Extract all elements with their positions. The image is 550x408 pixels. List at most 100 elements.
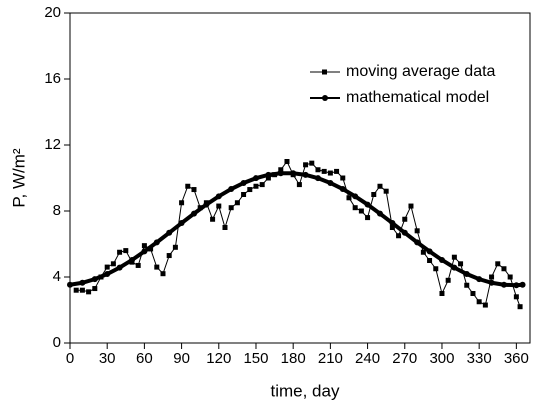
data-point: [314, 175, 321, 182]
x-tick-label: 360: [504, 350, 529, 367]
data-point: [513, 282, 520, 289]
data-point: [185, 183, 191, 189]
data-point: [215, 193, 222, 200]
data-point: [414, 228, 420, 234]
data-point: [179, 200, 185, 206]
data-point: [117, 249, 123, 255]
data-point: [476, 276, 483, 283]
data-point: [396, 233, 402, 239]
data-point: [327, 179, 334, 186]
data-point: [334, 168, 340, 174]
x-tick-label: 60: [136, 350, 153, 367]
data-point: [290, 170, 297, 177]
y-tick-label: 16: [44, 70, 61, 87]
x-tick-label: 240: [355, 350, 380, 367]
legend-label: mathematical model: [346, 89, 489, 106]
data-point: [389, 220, 396, 227]
data-point: [519, 281, 526, 288]
data-point: [277, 170, 284, 177]
data-point: [352, 193, 359, 200]
data-point: [265, 175, 271, 181]
x-tick-label: 330: [467, 350, 492, 367]
data-point: [210, 216, 216, 222]
data-point: [203, 201, 210, 208]
data-point: [495, 261, 501, 267]
data-point: [241, 192, 247, 197]
legend-label: moving average data: [346, 63, 496, 80]
data-point: [346, 195, 352, 201]
x-tick-label: 300: [429, 350, 454, 367]
data-point: [284, 159, 290, 164]
data-point: [352, 205, 358, 211]
x-tick-label: 180: [281, 350, 306, 367]
data-point: [365, 215, 371, 221]
data-point: [408, 203, 414, 209]
data-point: [315, 167, 321, 173]
y-tick-label: 0: [53, 334, 61, 351]
data-point: [371, 192, 377, 197]
plot-frame: [69, 12, 531, 344]
data-point: [247, 187, 253, 193]
data-point: [303, 162, 309, 168]
data-point: [507, 274, 513, 280]
data-point: [482, 302, 488, 308]
data-point: [501, 266, 507, 272]
data-point: [228, 205, 234, 211]
y-tick-label: 8: [53, 202, 61, 219]
data-point: [358, 208, 364, 214]
data-point: [252, 175, 259, 182]
data-point: [160, 271, 166, 277]
data-point: [135, 262, 141, 268]
data-point: [141, 248, 148, 255]
y-tick-label: 20: [44, 4, 61, 21]
data-point: [302, 171, 309, 178]
x-tick-label: 30: [99, 350, 116, 367]
y-tick-label: 12: [44, 136, 61, 153]
x-tick-label: 90: [173, 350, 190, 367]
data-point: [339, 186, 346, 193]
data-point: [166, 253, 172, 259]
data-point: [110, 261, 116, 267]
data-point: [91, 276, 98, 283]
data-point: [321, 168, 327, 174]
data-point: [364, 201, 371, 208]
data-point: [463, 271, 470, 278]
data-point: [383, 188, 389, 194]
data-point: [376, 210, 383, 217]
x-axis-label: time, day: [271, 381, 340, 400]
data-point: [253, 183, 259, 189]
legend-marker: [322, 95, 328, 101]
data-point: [426, 248, 433, 255]
y-tick-label: 4: [53, 268, 61, 285]
data-point: [327, 170, 333, 176]
data-point: [141, 243, 147, 249]
data-point: [296, 182, 302, 188]
data-point: [488, 279, 495, 286]
x-tick-label: 150: [243, 350, 268, 367]
data-point: [500, 281, 507, 288]
data-point: [234, 200, 240, 206]
data-point: [178, 220, 185, 227]
data-point: [104, 271, 111, 278]
data-point: [240, 179, 247, 186]
data-point: [222, 225, 228, 230]
data-point: [427, 258, 433, 263]
data-point: [470, 291, 476, 296]
data-point: [309, 160, 315, 166]
x-tick-label: 120: [206, 350, 231, 367]
data-point: [489, 274, 495, 280]
data-point: [438, 257, 445, 264]
data-point: [377, 183, 383, 189]
data-point: [116, 264, 123, 271]
data-point: [86, 289, 92, 295]
data-point: [104, 264, 110, 270]
data-point: [433, 266, 439, 272]
data-point: [402, 216, 408, 222]
data-point: [414, 239, 421, 246]
legend-marker: [322, 69, 327, 75]
data-point: [458, 261, 464, 267]
data-point: [123, 248, 129, 254]
data-point: [445, 277, 451, 283]
data-point: [153, 239, 160, 246]
data-point: [476, 299, 482, 305]
